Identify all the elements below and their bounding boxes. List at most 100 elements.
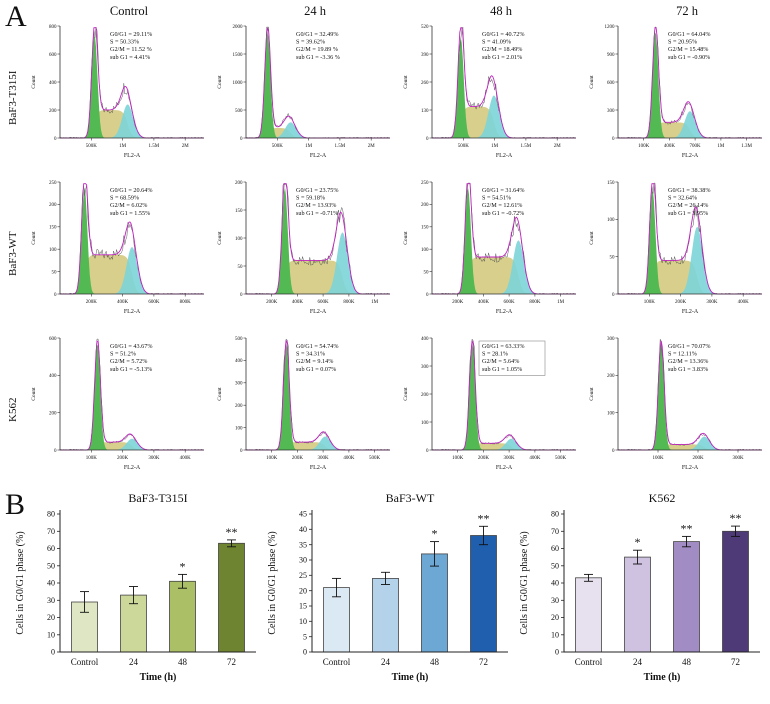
flow-histogram-svg: 1200 900 600 300 0 100K 400K 700K 1M 1.3M Count FL2… [589, 25, 763, 159]
bar-control [323, 587, 350, 653]
y-tick-label: 900 [607, 53, 615, 58]
stats-line: S = 50.33% [110, 39, 139, 46]
stats-line: G0/G1 = 40.72% [482, 31, 525, 38]
row-label-baf3-t315i: BaF3-T315I [7, 70, 19, 126]
y-axis-label: Count [217, 231, 223, 245]
stats-line: G2/M = 18.49% [482, 46, 522, 53]
stats-line: G2/M = 5.72% [110, 358, 147, 365]
y-tick-label: 260 [421, 81, 429, 86]
y-tick-label: 0 [240, 449, 243, 454]
y-tick-label: 130 [421, 109, 429, 114]
significance-star: * [432, 527, 438, 541]
x-category-label: 72 [479, 657, 488, 667]
y-tick-label: 50 [47, 561, 55, 570]
x-category-label: 48 [430, 657, 440, 667]
histogram-row-baf3-wt: BaF3-WT 250 200 150 100 50 0 200K 400K 600K 800K Co… [0, 176, 770, 332]
g2-peak-area [246, 436, 390, 450]
g2-peak-area [60, 247, 204, 294]
y-axis-label: Count [31, 231, 37, 245]
y-tick-label: 150 [235, 209, 243, 214]
x-axis-label: FL2-A [124, 153, 141, 159]
y-tick-label: 0 [612, 137, 615, 142]
x-tick-label: 1.3M [741, 144, 752, 149]
y-tick-label: 390 [421, 53, 429, 58]
bar-24 [372, 578, 399, 653]
histogram-row-k562: K562 600 400 200 0 100K 200K 300K 400K Count FL2-A… [0, 332, 770, 488]
significance-star: ** [730, 511, 742, 525]
y-tick-label: 40 [551, 579, 559, 588]
y-tick-label: 520 [421, 25, 429, 30]
axes [563, 510, 760, 653]
g1-peak-area [60, 36, 204, 138]
stats-line: S = 28.1% [482, 351, 508, 358]
g1-peak-area [246, 343, 390, 450]
stats-line: G0/G1 = 20.64% [110, 187, 153, 194]
bar-72 [470, 535, 497, 653]
flow-histogram-svg: 2000 1500 1000 500 0 500K 1M 1.5M 2M Count FL2-A G0… [217, 25, 391, 159]
y-tick-label: 70 [551, 527, 559, 536]
x-tick-label: 100K [266, 456, 278, 461]
x-category-label: 48 [682, 657, 692, 667]
x-tick-label: 300K [504, 456, 515, 461]
stats-line: G2/M = 13.36% [668, 358, 708, 365]
y-tick-label: 200 [235, 181, 243, 186]
x-tick-label: 800K [180, 300, 192, 305]
y-axis-label: Cells in G0/G1 phase (%) [267, 531, 278, 634]
panel-b-label: B [5, 488, 26, 521]
x-axis-label: FL2-A [682, 465, 699, 471]
stats-line: sub G1 = -0.71% [296, 210, 338, 217]
stats-line: G0/G1 = 29.11% [110, 31, 152, 38]
stats-line: G2/M = 5.64% [482, 358, 519, 365]
y-tick-label: 150 [49, 226, 57, 231]
x-tick-label: 1.5M [335, 144, 346, 149]
x-axis-label: FL2-A [682, 309, 699, 315]
x-tick-label: 200K [675, 300, 687, 305]
x-tick-label: 1M [557, 300, 565, 305]
x-tick-label: 400K [343, 456, 355, 461]
y-tick-label: 40 [47, 579, 55, 588]
y-tick-label: 30 [551, 596, 559, 605]
x-tick-label: 400K [738, 300, 750, 305]
x-tick-label: 100K [452, 456, 464, 461]
x-tick-label: 300K [706, 300, 718, 305]
y-tick-label: 300 [607, 337, 615, 342]
y-tick-label: 50 [610, 256, 616, 261]
x-tick-label: 600K [148, 300, 160, 305]
column-header-48h: 48 h [490, 3, 512, 18]
y-tick-label: 0 [426, 293, 429, 298]
x-tick-label: 2M [554, 144, 562, 149]
stats-line: sub G1 = 4.41% [110, 54, 150, 61]
y-tick-label: 200 [235, 404, 243, 409]
x-tick-label: 100K [652, 456, 664, 461]
bar-chart-baf3-t315i: BaF3-T315I Cells in G0/G1 phase (%) 0 10 20 3… [12, 488, 264, 702]
y-tick-label: 10 [47, 630, 55, 639]
x-axis-label: Time (h) [140, 672, 177, 683]
y-axis-label: Count [589, 231, 595, 245]
bar-chart-baf3-wt: BaF3-WT Cells in G0/G1 phase (%) 0 5 10 15 20 2… [264, 488, 516, 702]
count-trace [59, 185, 205, 295]
y-tick-label: 2000 [233, 25, 244, 30]
flow-histogram-svg: 150 100 50 0 100K 200K 300K 400K Count FL2-A G0/G1… [589, 181, 763, 315]
bar-chart-k562: K562 Cells in G0/G1 phase (%) 0 10 20 30 40 50 6… [516, 488, 768, 702]
x-axis-label: FL2-A [496, 309, 513, 315]
stats-line: S = 32.64% [668, 195, 697, 202]
stats-line: S = 59.18% [296, 195, 325, 202]
y-tick-label: 400 [49, 81, 57, 86]
stats-line: sub G1 = 3.95% [668, 210, 708, 217]
y-tick-label: 200 [49, 412, 57, 417]
x-category-label: 48 [178, 657, 188, 667]
axes [59, 510, 256, 653]
x-tick-label: 1M [717, 144, 725, 149]
stats-line: sub G1 = 3.83% [668, 366, 708, 373]
y-tick-label: 0 [54, 137, 57, 142]
significance-star: ** [226, 525, 238, 539]
y-tick-label: 150 [607, 181, 615, 186]
flow-histogram-k562-24-h: 500 400 300 200 100 0 100K 200K 300K 400K 500K Coun… [212, 332, 398, 488]
y-tick-label: 200 [49, 109, 57, 114]
stats-line: G0/G1 = 23.75% [296, 187, 339, 194]
x-tick-label: 400K [529, 456, 541, 461]
bar-48 [421, 553, 448, 653]
y-axis-label: Count [31, 75, 37, 89]
g2-peak-area [618, 111, 762, 138]
g2-peak-area [60, 438, 204, 450]
